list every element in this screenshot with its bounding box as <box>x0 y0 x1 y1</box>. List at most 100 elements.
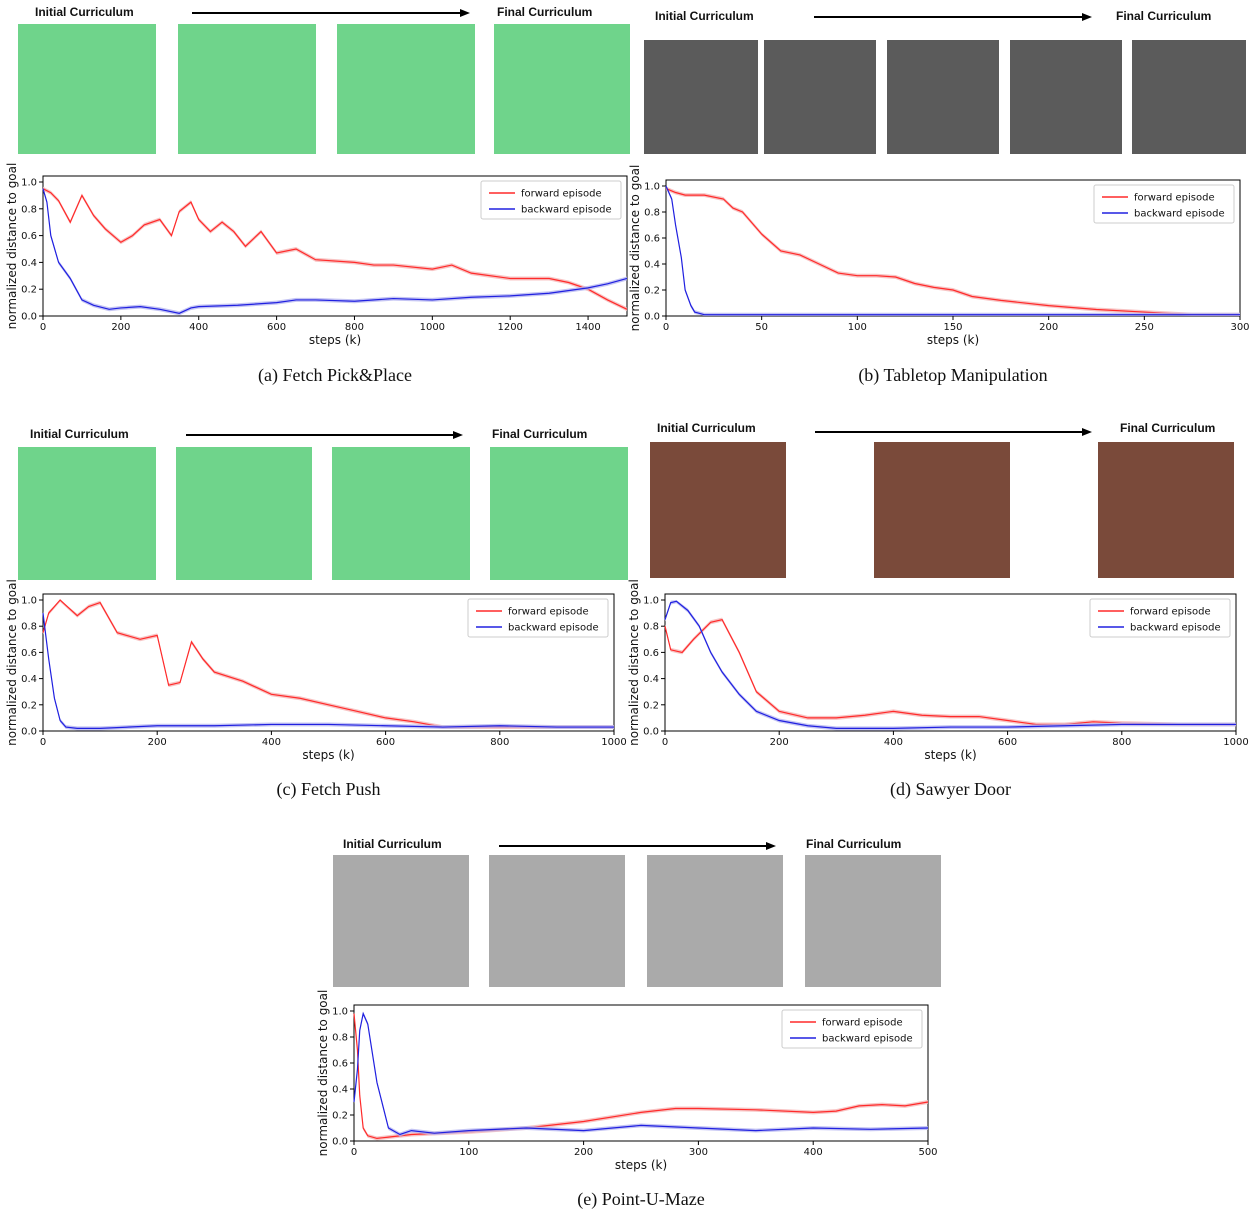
y-tick-label: 0.6 <box>644 234 660 245</box>
chart-e: 0 100 200 300 400 500 0.0 0.2 0.4 0.6 0.8 1.0 steps … <box>316 990 938 1210</box>
y-tick-label: 0.8 <box>21 204 37 215</box>
x-tick-label: 400 <box>804 1147 823 1158</box>
figure-d: Initial Curriculum Final Curriculum 0 200… <box>627 421 1249 800</box>
x-tick-label: 0 <box>351 1147 357 1158</box>
legend-box <box>480 180 622 220</box>
sawyer-image-1 <box>650 442 786 578</box>
legend-label: forward episode <box>508 607 589 618</box>
x-tick-label: 400 <box>262 737 281 748</box>
legend-label: forward episode <box>822 1018 903 1029</box>
x-tick-label: 300 <box>689 1147 708 1158</box>
robot-scene-image-2 <box>178 24 316 154</box>
final-curriculum-label: Final Curriculum <box>1116 9 1211 23</box>
y-tick-label: 0.4 <box>644 260 660 271</box>
robot-scene-image-4 <box>490 447 628 580</box>
x-axis-label: steps (k) <box>309 333 361 347</box>
y-axis-label: normalized distance to goal <box>5 579 19 746</box>
legend-label: backward episode <box>1130 623 1221 634</box>
curriculum-arrow-head <box>460 9 470 17</box>
panel-point-u-maze: Initial Curriculum Final Curriculum 0 100… <box>311 830 941 1220</box>
series-line-forward <box>665 188 1240 316</box>
robot-scene-image-1 <box>18 24 156 154</box>
y-tick-label: 0.2 <box>644 286 660 297</box>
x-tick-label: 0 <box>662 737 668 748</box>
tabletop-image-4 <box>1010 40 1122 154</box>
x-tick-label: 200 <box>148 737 167 748</box>
robot-scene-image-1 <box>18 447 156 580</box>
x-tick-label: 400 <box>189 322 208 333</box>
y-tick-label: 0.8 <box>643 622 659 633</box>
chart-d: 0 200 400 600 800 1000 0.0 0.2 0.4 0.6 0.8 1.0 steps… <box>627 579 1249 800</box>
curriculum-strip: Initial Curriculum Final Curriculum <box>18 5 630 154</box>
legend-box <box>467 598 609 638</box>
legend-label: forward episode <box>1130 607 1211 618</box>
y-axis-label: normalized distance to goal <box>627 579 641 746</box>
y-tick-label: 0.2 <box>332 1111 348 1122</box>
y-tick-label: 0.0 <box>332 1137 348 1148</box>
x-tick-label: 1400 <box>575 322 600 333</box>
y-tick-label: 1.0 <box>644 182 660 193</box>
curriculum-strip: Initial Curriculum Final Curriculum <box>333 837 941 987</box>
figure-caption: (d) Sawyer Door <box>890 779 1011 800</box>
x-tick-label: 1000 <box>601 737 626 748</box>
x-tick-label: 800 <box>345 322 364 333</box>
x-tick-label: 1000 <box>1223 737 1248 748</box>
x-axis-label: steps (k) <box>302 748 354 762</box>
sawyer-image-3 <box>1098 442 1234 578</box>
legend-label: forward episode <box>521 189 602 200</box>
y-tick-label: 0.8 <box>21 622 37 633</box>
x-tick-label: 600 <box>998 737 1017 748</box>
x-tick-label: 100 <box>848 322 867 333</box>
legend-label: forward episode <box>1134 193 1215 204</box>
x-tick-label: 150 <box>943 322 962 333</box>
y-tick-label: 0.4 <box>332 1085 348 1096</box>
y-tick-label: 0.2 <box>21 700 37 711</box>
plot-frame <box>353 1004 929 1142</box>
curriculum-arrow-head <box>766 842 776 850</box>
curriculum-arrow-head <box>453 431 463 439</box>
x-axis-label: steps (k) <box>927 333 979 347</box>
x-tick-label: 200 <box>1039 322 1058 333</box>
figure-c: Initial Curriculum Final Curriculum 0 200… <box>5 427 628 800</box>
legend-box <box>1089 598 1231 638</box>
series-line-backward <box>664 600 1236 729</box>
y-tick-label: 0.6 <box>21 648 37 659</box>
final-curriculum-label: Final Curriculum <box>497 5 592 19</box>
x-tick-label: 200 <box>111 322 130 333</box>
y-tick-label: 0.6 <box>332 1059 348 1070</box>
y-axis-label: normalized distance to goal <box>628 165 642 332</box>
x-tick-label: 200 <box>574 1147 593 1158</box>
x-tick-label: 0 <box>40 322 46 333</box>
y-tick-label: 0.4 <box>21 258 37 269</box>
y-tick-label: 1.0 <box>21 596 37 607</box>
y-axis-label: normalized distance to goal <box>5 163 19 330</box>
robot-scene-image-4 <box>494 24 630 154</box>
figure-b: Initial Curriculum Final Curriculum 0 50 1… <box>628 9 1250 386</box>
legend-label: backward episode <box>1134 209 1225 220</box>
legend-box <box>781 1009 923 1049</box>
x-tick-label: 250 <box>1135 322 1154 333</box>
curriculum-arrow-head <box>1082 13 1092 21</box>
robot-scene-image-2 <box>176 447 312 580</box>
x-tick-label: 1200 <box>497 322 522 333</box>
x-tick-label: 100 <box>459 1147 478 1158</box>
series-line-backward <box>42 613 614 729</box>
y-tick-label: 0.8 <box>332 1033 348 1044</box>
final-curriculum-label: Final Curriculum <box>492 427 587 441</box>
initial-curriculum-label: Initial Curriculum <box>657 421 756 435</box>
x-axis-label: steps (k) <box>924 748 976 762</box>
y-tick-label: 0.6 <box>21 231 37 242</box>
figure-caption: (a) Fetch Pick&Place <box>258 365 412 386</box>
curriculum-strip: Initial Curriculum Final Curriculum <box>650 421 1234 578</box>
legend: forward episode backward episode <box>1089 598 1231 638</box>
series-band-forward <box>43 600 614 730</box>
final-curriculum-label: Final Curriculum <box>1120 421 1215 435</box>
y-tick-label: 0.4 <box>21 674 37 685</box>
figure-a: Initial Curriculum Final Curriculum 0 200… <box>5 5 630 386</box>
x-axis-label: steps (k) <box>615 1158 667 1172</box>
legend: forward episode backward episode <box>467 598 609 638</box>
y-axis-label: normalized distance to goal <box>316 990 330 1157</box>
y-tick-label: 1.0 <box>643 596 659 607</box>
maze-image-3 <box>647 855 783 987</box>
tabletop-image-1 <box>644 40 758 154</box>
